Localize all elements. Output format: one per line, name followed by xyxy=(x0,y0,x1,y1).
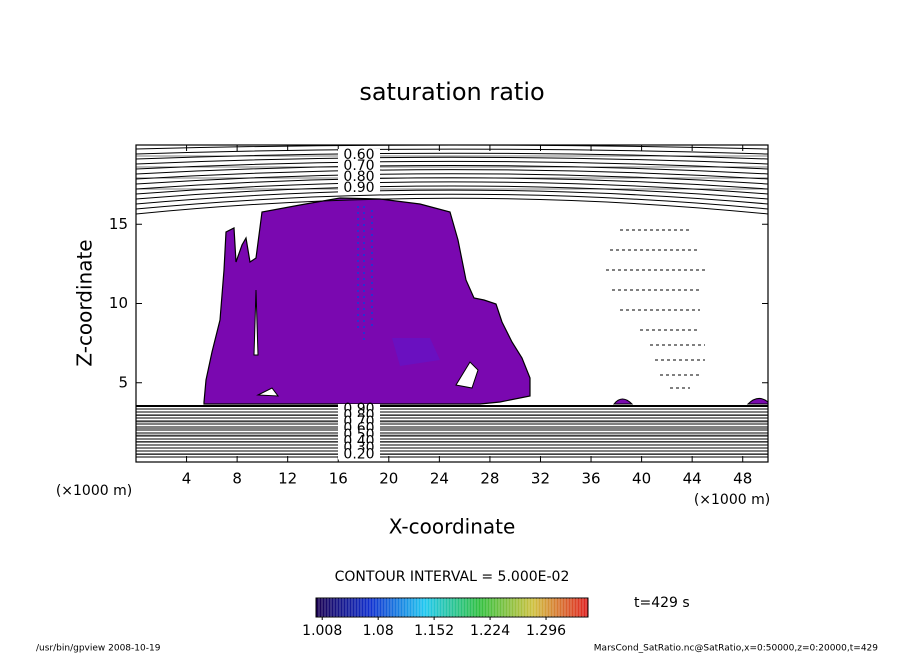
x-tick-label: 20 xyxy=(379,470,398,488)
y-tick-label: 5 xyxy=(118,373,128,391)
x-tick-label: 4 xyxy=(182,470,192,488)
contour-label: 0.80 xyxy=(343,169,374,185)
x-tick-label: 12 xyxy=(278,470,297,488)
contour-label-bg xyxy=(338,182,380,194)
contour-line xyxy=(136,193,768,210)
contour-line xyxy=(136,173,768,185)
edge-cell xyxy=(612,398,768,405)
colorbar-tick-label: 1.08 xyxy=(363,623,394,639)
y-axis-label: Z-coordinate xyxy=(73,239,97,366)
x-tick-label: 8 xyxy=(232,470,242,488)
contour-line xyxy=(136,145,768,150)
x-tick-label: 36 xyxy=(581,470,600,488)
colorbar-tick-label: 1.224 xyxy=(470,623,510,639)
x-axis-label: X-coordinate xyxy=(389,515,516,539)
contour-line xyxy=(136,148,768,155)
plot-fill xyxy=(203,197,768,405)
contour-label-bg xyxy=(338,149,380,161)
supersaturated-region xyxy=(203,197,531,405)
contour-line xyxy=(136,156,768,165)
colorbar-tick-label: 1.296 xyxy=(526,623,566,639)
edge-contours xyxy=(606,229,705,389)
contour-label-bg xyxy=(338,410,380,421)
contour-line xyxy=(136,197,768,215)
contour-label-bg xyxy=(338,436,380,447)
contour-label-bg xyxy=(338,417,380,427)
contour-label-bg xyxy=(338,160,380,172)
x-tick-label: 40 xyxy=(632,470,651,488)
x-tick-label: 44 xyxy=(683,470,702,488)
x-unit: (×1000 m) xyxy=(56,483,132,499)
contour-label-bg xyxy=(338,423,380,434)
contour-line xyxy=(136,189,768,205)
contour-line xyxy=(136,160,768,170)
contour-label: 0.90 xyxy=(343,180,374,196)
gap xyxy=(253,289,479,397)
inner-region xyxy=(392,338,440,366)
contour-interval: CONTOUR INTERVAL = 5.000E-02 xyxy=(335,569,570,585)
contour-label: 0.20 xyxy=(343,447,374,463)
x-tick-label: 24 xyxy=(430,470,449,488)
contour-label-bg xyxy=(338,443,380,453)
colorbar-tick-label: 1.152 xyxy=(414,623,454,639)
inner-column xyxy=(357,206,373,340)
x-tick-label: 48 xyxy=(733,470,752,488)
x-unit: (×1000 m) xyxy=(694,492,770,508)
time-label: t=429 s xyxy=(634,595,690,611)
contour-label-bg xyxy=(338,449,380,460)
contour-line xyxy=(136,165,768,175)
x-tick-label: 32 xyxy=(531,470,550,488)
contour-line xyxy=(136,169,768,180)
contour-label: 0.70 xyxy=(343,158,374,174)
contour-line xyxy=(136,185,768,200)
chart-title: saturation ratio xyxy=(359,78,544,106)
footer-right: MarsCond_SatRatio.nc@SatRatio,x=0:50000,… xyxy=(594,644,878,654)
footer-left: /usr/bin/gpview 2008-10-19 xyxy=(36,644,161,654)
y-tick-label: 10 xyxy=(109,294,128,312)
contour-lines xyxy=(136,145,768,458)
x-tick-label: 28 xyxy=(480,470,499,488)
contour-line xyxy=(136,177,768,190)
contour-label-bg xyxy=(338,430,380,440)
colorbar-tick-label: 1.008 xyxy=(302,623,342,639)
contour-label-bg xyxy=(338,171,380,183)
contour-label-bg xyxy=(338,404,380,414)
y-tick-label: 15 xyxy=(109,215,128,233)
contour-line xyxy=(136,181,768,195)
contour-label: 0.60 xyxy=(343,147,374,163)
x-tick-label: 16 xyxy=(329,470,348,488)
